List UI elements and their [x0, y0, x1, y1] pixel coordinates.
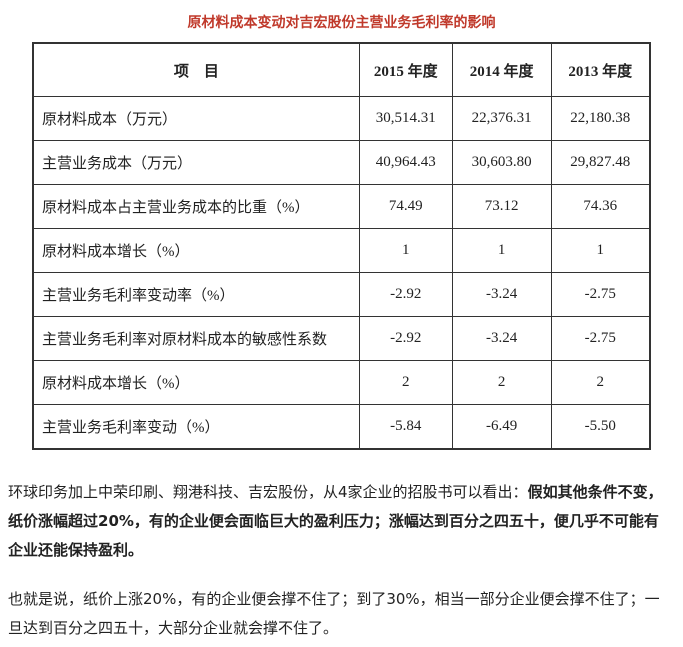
value-cell: -2.92 — [358, 316, 453, 361]
table-row: 主营业务毛利率对原材料成本的敏感性系数 -2.92 -3.24 -2.75 — [32, 316, 651, 361]
value-cell: 40,964.43 — [358, 140, 453, 185]
value-cell: -2.92 — [358, 272, 453, 317]
paragraph: 也就是说，纸价上涨20%，有的企业便会撑不住了；到了30%，相当一部分企业便会撑… — [8, 585, 672, 643]
header-cell: 2014 年度 — [451, 42, 552, 97]
header-cell: 2013 年度 — [550, 42, 651, 97]
label-cell: 原材料成本增长（%） — [32, 228, 360, 273]
table-row: 原材料成本占主营业务成本的比重（%） 74.49 73.12 74.36 — [32, 184, 651, 229]
label-cell: 原材料成本占主营业务成本的比重（%） — [32, 184, 360, 229]
value-cell: 1 — [451, 228, 552, 273]
value-cell: 74.36 — [550, 184, 651, 229]
value-cell: 2 — [550, 360, 651, 405]
table-row: 主营业务毛利率变动（%） -5.84 -6.49 -5.50 — [32, 404, 651, 450]
text: 环球印务加上中荣印刷、翔港科技、吉宏股份，从4家企业的招股书可以看出： — [8, 483, 528, 501]
value-cell: 22,180.38 — [550, 96, 651, 141]
value-cell: -6.49 — [451, 404, 552, 450]
value-cell: -5.50 — [550, 404, 651, 450]
body-text: 环球印务加上中荣印刷、翔港科技、吉宏股份，从4家企业的招股书可以看出：假如其他条… — [8, 478, 672, 647]
value-cell: -2.75 — [550, 272, 651, 317]
value-cell: 73.12 — [451, 184, 552, 229]
bold-text: 假如其他条件不变，纸价涨幅超过20%，有的企业便会面临巨大的盈利压力；涨幅达到百… — [8, 483, 663, 559]
value-cell: 29,827.48 — [550, 140, 651, 185]
table-row: 原材料成本（万元） 30,514.31 22,376.31 22,180.38 — [32, 96, 651, 141]
label-cell: 主营业务毛利率对原材料成本的敏感性系数 — [32, 316, 360, 361]
value-cell: -2.75 — [550, 316, 651, 361]
header-cell: 项 目 — [32, 42, 360, 97]
label-cell: 主营业务毛利率变动（%） — [32, 404, 360, 450]
paragraph: 环球印务加上中荣印刷、翔港科技、吉宏股份，从4家企业的招股书可以看出：假如其他条… — [8, 478, 672, 565]
header-cell: 2015 年度 — [358, 42, 453, 97]
value-cell: 1 — [550, 228, 651, 273]
value-cell: 2 — [451, 360, 552, 405]
table-row: 原材料成本增长（%） 2 2 2 — [32, 360, 651, 405]
table-row: 主营业务成本（万元） 40,964.43 30,603.80 29,827.48 — [32, 140, 651, 185]
value-cell: -5.84 — [358, 404, 453, 450]
value-cell: -3.24 — [451, 316, 552, 361]
value-cell: 30,603.80 — [451, 140, 552, 185]
table-title: 原材料成本变动对吉宏股份主营业务毛利率的影响 — [187, 15, 496, 31]
value-cell: 74.49 — [358, 184, 453, 229]
value-cell: 30,514.31 — [358, 96, 453, 141]
label-cell: 原材料成本增长（%） — [32, 360, 360, 405]
label-cell: 原材料成本（万元） — [32, 96, 360, 141]
value-cell: 1 — [358, 228, 453, 273]
table-body: 原材料成本（万元） 30,514.31 22,376.31 22,180.38 主营业务… — [32, 96, 651, 450]
text: 也就是说，纸价上涨20%，有的企业便会撑不住了；到了30%，相当一部分企业便会撑… — [8, 590, 660, 637]
header-row: 项 目 2015 年度 2014 年度 2013 年度 — [32, 42, 651, 97]
table-row: 主营业务毛利率变动率（%） -2.92 -3.24 -2.75 — [32, 272, 651, 317]
table-row: 原材料成本增长（%） 1 1 1 — [32, 228, 651, 273]
value-cell: 2 — [358, 360, 453, 405]
value-cell: -3.24 — [451, 272, 552, 317]
label-cell: 主营业务毛利率变动率（%） — [32, 272, 360, 317]
label-cell: 主营业务成本（万元） — [32, 140, 360, 185]
data-table: 项 目 2015 年度 2014 年度 2013 年度 原材料成本（万元） 30,514… — [32, 42, 651, 450]
value-cell: 22,376.31 — [451, 96, 552, 141]
